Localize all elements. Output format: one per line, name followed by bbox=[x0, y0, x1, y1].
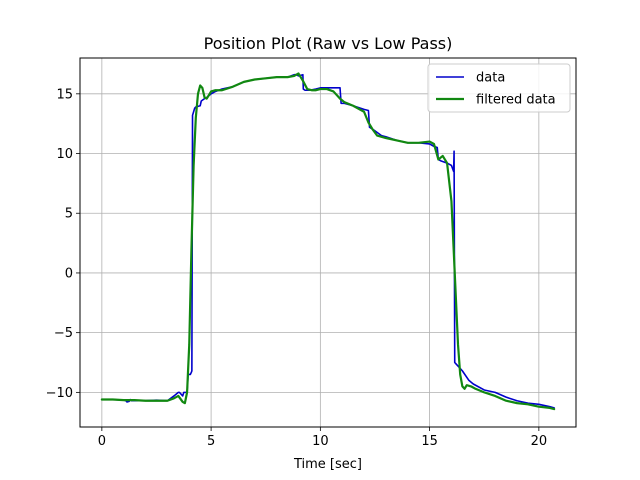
x-axis-label: Time [sec] bbox=[293, 457, 362, 472]
y-tick-label: 0 bbox=[65, 266, 73, 281]
y-tick-label: −10 bbox=[46, 386, 73, 401]
y-tick-label: −5 bbox=[54, 326, 73, 341]
legend: data filtered data bbox=[427, 63, 571, 113]
plot-frame bbox=[79, 57, 577, 428]
series-line-filtered-data bbox=[100, 72, 556, 411]
y-tick-label: 10 bbox=[56, 147, 73, 162]
series-line-data bbox=[101, 73, 555, 409]
x-tick-label: 15 bbox=[421, 434, 438, 449]
x-tick-label: 0 bbox=[98, 434, 106, 449]
x-tick-label: 20 bbox=[531, 434, 548, 449]
x-tick-label: 5 bbox=[207, 434, 215, 449]
chart-title: Position Plot (Raw vs Low Pass) bbox=[204, 34, 453, 53]
legend-label: data bbox=[476, 71, 505, 86]
ticks: 0 5 10 15 20 −10 −5 0 5 10 15 bbox=[46, 87, 548, 449]
series-layer bbox=[100, 72, 556, 411]
y-tick-label: 15 bbox=[56, 87, 73, 102]
y-tick-label: 5 bbox=[65, 207, 73, 222]
legend-label: filtered data bbox=[476, 93, 556, 108]
x-tick-label: 10 bbox=[312, 434, 329, 449]
